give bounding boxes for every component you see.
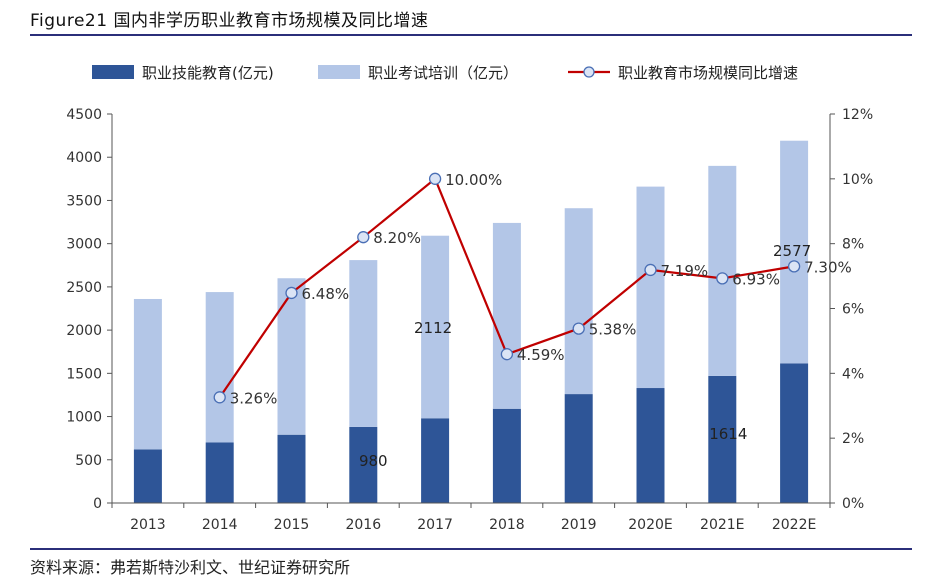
bar-vocational-2022E xyxy=(780,363,809,503)
bottom-rule xyxy=(30,548,912,550)
growth-point-2020E xyxy=(644,263,657,277)
bar-label-2021E: 1614 xyxy=(709,425,747,443)
y-tick-label: 1500 xyxy=(66,366,102,382)
growth-label-2015: 6.48% xyxy=(302,285,350,303)
bars-group xyxy=(133,140,809,503)
y-tick-label: 500 xyxy=(75,453,102,469)
growth-line-group xyxy=(213,172,801,404)
legend-marker-growth xyxy=(583,66,595,78)
data-labels-group: 3.26% 6.48% 8.20% 10.00% 4.59% 5.38% 7.19% 6.93… xyxy=(230,171,852,470)
bar-exam-2021E xyxy=(708,165,737,376)
growth-label-2017: 10.00% xyxy=(445,171,502,189)
legend-label-exam: 职业考试培训（亿元） xyxy=(368,64,518,82)
x-tick-label: 2015 xyxy=(274,517,310,533)
growth-point-2014 xyxy=(213,391,226,404)
bar-vocational-2019 xyxy=(564,394,593,503)
bar-exam-2017 xyxy=(421,235,450,419)
y-tick-label: 0 xyxy=(93,496,102,512)
bar-exam-2016 xyxy=(349,260,378,427)
bar-exam-2014 xyxy=(205,292,234,443)
growth-point-2019 xyxy=(572,322,585,335)
growth-label-2018: 4.59% xyxy=(517,346,565,364)
bar-label-2016: 980 xyxy=(359,452,388,470)
y-tick-label: 3500 xyxy=(66,193,102,209)
x-tick-label: 2014 xyxy=(202,517,238,533)
legend-label-vocational: 职业技能教育(亿元) xyxy=(142,64,274,82)
x-tick-label: 2020E xyxy=(628,517,672,533)
bar-exam-2020E xyxy=(636,186,665,389)
figure-title: Figure21 国内非学历职业教育市场规模及同比增速 xyxy=(30,11,429,31)
bar-vocational-2020E xyxy=(636,388,665,503)
bar-vocational-2017 xyxy=(421,418,450,503)
growth-label-2016: 8.20% xyxy=(373,229,421,247)
growth-label-2022E: 7.30% xyxy=(804,258,852,276)
bar-label-2017: 2112 xyxy=(414,319,452,337)
y-tick-label: 3000 xyxy=(66,237,102,253)
y-tick-label: 4000 xyxy=(66,150,102,166)
growth-point-2018 xyxy=(500,348,514,361)
y2-tick-label: 10% xyxy=(842,172,873,188)
bar-vocational-2013 xyxy=(133,449,162,503)
y-tick-label: 4500 xyxy=(66,107,102,123)
bar-exam-2018 xyxy=(492,222,521,409)
source-note: 资料来源：弗若斯特沙利文、世纪证券研究所 xyxy=(30,558,351,577)
growth-label-2020E: 7.19% xyxy=(661,262,709,280)
growth-point-2017 xyxy=(428,172,442,185)
y-tick-label: 2500 xyxy=(66,280,102,296)
growth-point-2021E xyxy=(716,272,729,285)
x-tick-label: 2021E xyxy=(700,517,744,533)
bar-vocational-2014 xyxy=(205,442,234,503)
y2-tick-label: 8% xyxy=(842,237,864,253)
x-tick-label: 2016 xyxy=(345,517,381,533)
bar-label-2022E: 2577 xyxy=(773,242,811,260)
growth-point-2015 xyxy=(285,286,298,300)
legend-swatch-exam xyxy=(318,65,360,79)
bar-exam-2013 xyxy=(133,298,162,450)
growth-label-2014: 3.26% xyxy=(230,389,278,407)
y2-tick-label: 6% xyxy=(842,302,864,318)
y2-tick-label: 4% xyxy=(842,366,864,382)
bar-vocational-2016 xyxy=(349,426,378,503)
legend-swatch-vocational xyxy=(92,65,134,79)
legend-label-growth: 职业教育市场规模同比增速 xyxy=(618,64,798,82)
bar-vocational-2015 xyxy=(277,434,306,503)
x-tick-label: 2017 xyxy=(417,517,453,533)
growth-label-2019: 5.38% xyxy=(589,321,637,339)
growth-point-2022E xyxy=(787,260,801,273)
x-tick-label: 2013 xyxy=(130,517,166,533)
growth-point-2016 xyxy=(357,231,370,244)
y-tick-label: 2000 xyxy=(66,323,102,339)
y2-tick-label: 2% xyxy=(842,431,864,447)
x-tick-label: 2018 xyxy=(489,517,525,533)
bar-exam-2019 xyxy=(564,208,593,395)
x-tick-label: 2019 xyxy=(561,517,597,533)
y-tick-label: 1000 xyxy=(66,410,102,426)
y2-tick-label: 12% xyxy=(842,107,873,123)
bar-exam-2015 xyxy=(277,278,306,435)
bar-vocational-2021E xyxy=(708,375,737,503)
y2-tick-label: 0% xyxy=(842,496,864,512)
legend: 职业技能教育(亿元) 职业考试培训（亿元） 职业教育市场规模同比增速 xyxy=(92,64,798,82)
axes-group: 0 500 1000 1500 2000 2500 3000 3500 4000 4500 0% 2%… xyxy=(66,107,873,533)
top-rule xyxy=(30,34,912,36)
x-tick-label: 2022E xyxy=(772,517,816,533)
bar-exam-2022E xyxy=(780,140,809,364)
growth-label-2021E: 6.93% xyxy=(732,270,780,288)
bar-vocational-2018 xyxy=(492,408,521,503)
